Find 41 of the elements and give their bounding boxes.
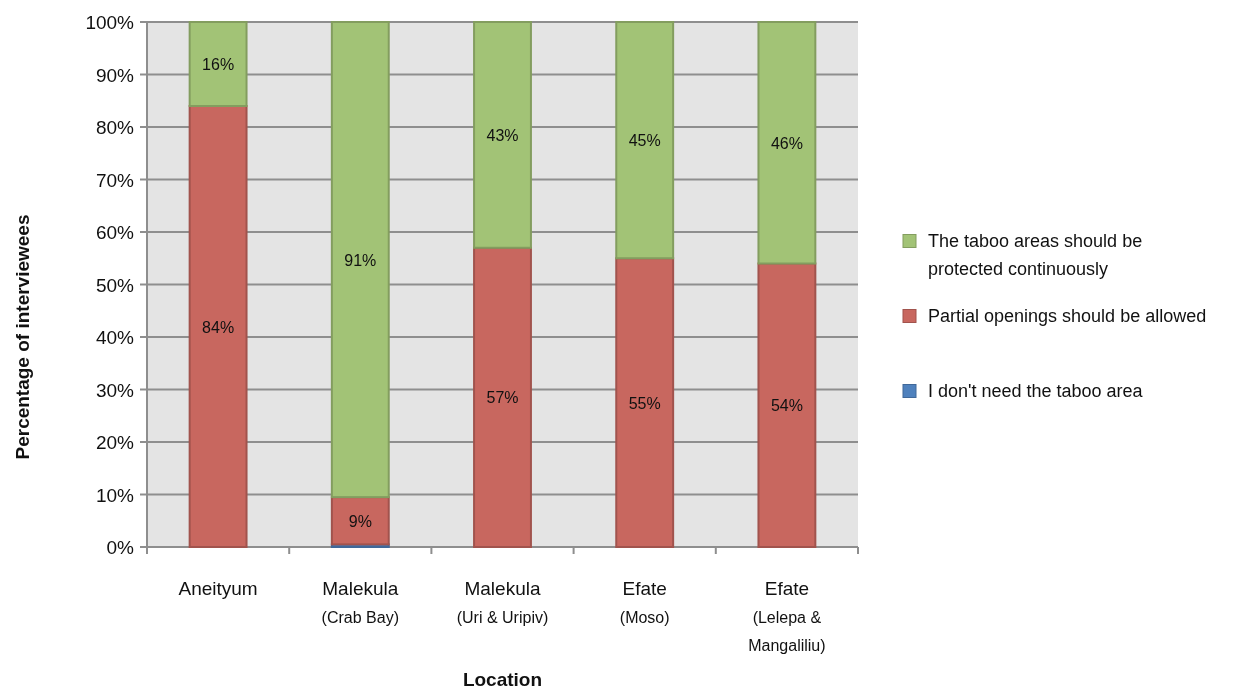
data-label: 54%: [770, 396, 803, 414]
x-tick-label: Efate (Moso): [619, 578, 670, 626]
y-tick-label: 60%: [95, 221, 135, 243]
bar: [330, 496, 390, 546]
data-label: 16%: [202, 55, 235, 73]
y-tick-label: 80%: [95, 116, 135, 138]
bar: [757, 21, 817, 265]
y-tick-label: 0%: [106, 536, 135, 558]
bar: [473, 246, 532, 548]
x-tick-label: Malekula (Crab Bay): [321, 578, 399, 626]
bar: [330, 21, 390, 499]
x-tick-label: Efate (Lelepa & Mangaliliu): [748, 578, 826, 654]
x-tick-label: Malekula (Uri & Uripiv): [456, 578, 549, 626]
y-axis-title: Percentage of interviewees: [11, 214, 33, 460]
y-tick-label: 50%: [95, 274, 135, 295]
data-label: 57%: [486, 388, 519, 406]
y-tick-label: 90%: [95, 64, 135, 85]
data-label: 43%: [486, 126, 519, 144]
data-label: 84%: [202, 318, 235, 335]
y-tick-label: 40%: [95, 326, 135, 348]
y-tick-label: 30%: [95, 379, 135, 400]
data-label: 46%: [770, 134, 803, 152]
y-tick-label: 70%: [95, 169, 135, 190]
bar: [757, 262, 817, 548]
data-label: 91%: [344, 251, 377, 269]
bar: [188, 105, 248, 548]
legend-label: The taboo areas should be protected continuously: [928, 231, 1143, 279]
bar: [615, 21, 675, 260]
y-tick-label: 10%: [95, 484, 135, 505]
bar: [473, 21, 532, 249]
legend-label: I don't need the taboo area: [928, 381, 1144, 401]
data-label: 9%: [348, 512, 372, 530]
bar: [615, 257, 675, 548]
x-tick-label: Aneityum: [178, 578, 258, 599]
y-tick-label: 20%: [95, 431, 135, 453]
legend-label: Partial openings should be allowed: [928, 306, 1207, 326]
y-tick-label: 100%: [85, 11, 135, 33]
data-label: 45%: [628, 131, 661, 149]
x-axis-title: Location: [462, 669, 543, 690]
bar: [188, 21, 248, 107]
data-label: 55%: [628, 394, 661, 412]
